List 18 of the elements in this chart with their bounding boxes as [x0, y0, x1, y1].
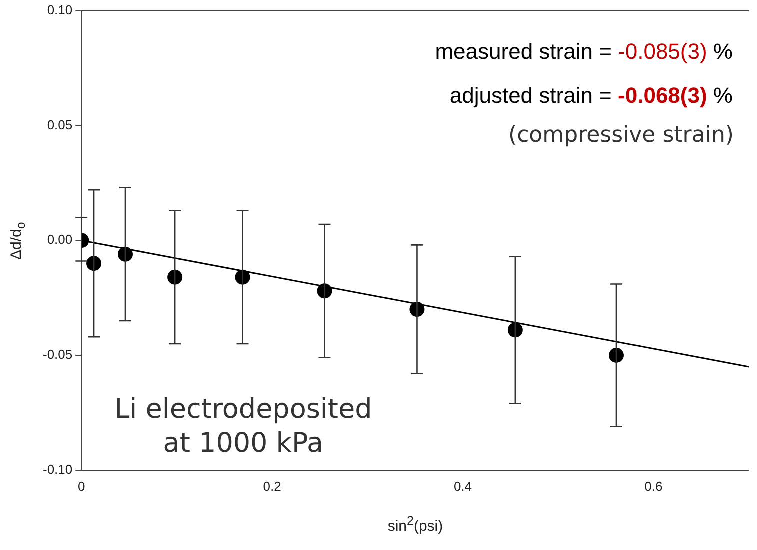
y-tick-label: 0.00	[47, 232, 73, 248]
x-axis-title: sin$^{2}$(psi)	[388, 514, 444, 536]
point	[608, 348, 624, 363]
point	[168, 270, 183, 285]
y-tick-label: -0.05	[42, 347, 73, 362]
annotation: Li electrodeposited at 1000 kPa	[114, 392, 372, 461]
x-tick-label: 0.6	[644, 478, 663, 494]
annotation: (compressive strain)	[508, 122, 734, 148]
y-tick-label: -0.10	[42, 462, 73, 477]
y-tick-label: 0.10	[47, 2, 73, 18]
point	[508, 322, 523, 338]
x-tick-label: 0	[78, 478, 86, 494]
annotation: adjusted strain = -0.068(3) %	[450, 82, 733, 109]
x-tick-label: 0.2	[263, 478, 282, 494]
y-tick-label: 0.05	[47, 117, 73, 132]
point	[86, 256, 102, 272]
annotation: measured strain = -0.085(3) %	[435, 38, 733, 65]
x-tick-label: 0.4	[454, 478, 472, 494]
